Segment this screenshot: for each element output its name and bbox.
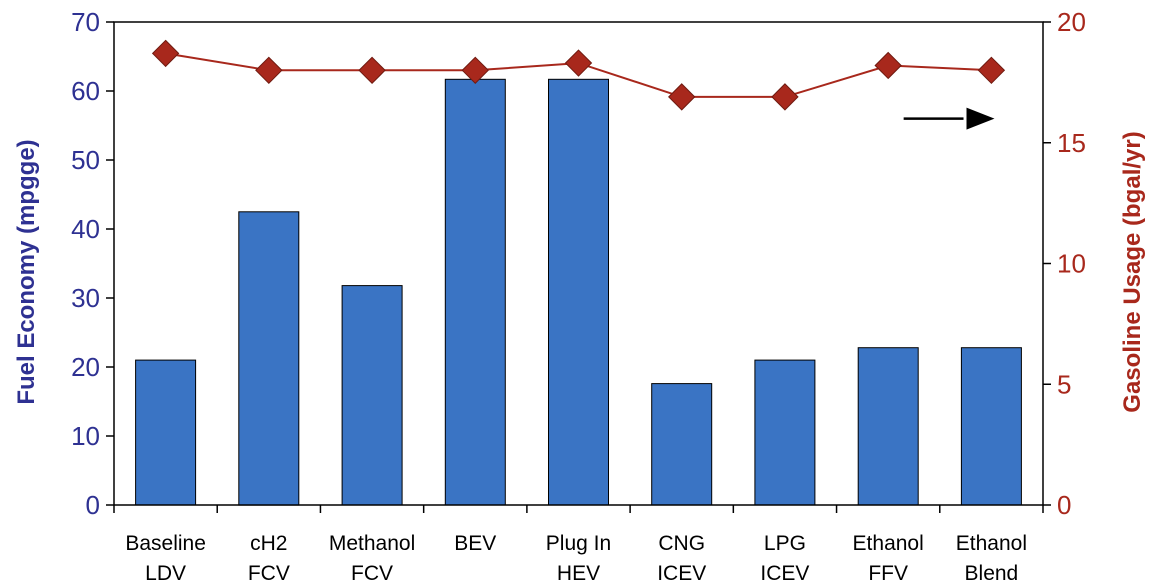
left-tick-label: 40: [71, 214, 100, 244]
left-tick-label: 70: [71, 7, 100, 37]
bar: [444, 78, 506, 506]
left-tick-label: 20: [71, 352, 100, 382]
x-axis: Baseline LDV cH2 FCV Methanol FCV BEV Plug In HE…: [113, 505, 1044, 585]
right-y-axis: 0 5 10 15 20: [1043, 7, 1086, 520]
category-label: Methanol FCV: [329, 532, 415, 585]
bar: [857, 347, 919, 506]
bar: [548, 78, 609, 506]
right-tick-label: 15: [1057, 128, 1086, 158]
line-marker: [874, 51, 902, 80]
line-marker: [977, 56, 1006, 85]
category-label: Ethanol FFV: [853, 532, 924, 585]
left-tick-label: 30: [71, 283, 100, 313]
category-label: Ethanol Blend: [956, 532, 1027, 585]
bar: [341, 285, 403, 506]
line-marker: [358, 56, 386, 85]
right-tick-label: 10: [1057, 249, 1086, 279]
left-y-axis: 0 10 20 30 40 50 60 70: [71, 7, 114, 520]
category-label: BEV: [454, 532, 496, 555]
category-label: cH2 FCV: [248, 532, 290, 585]
bar: [960, 347, 1022, 506]
right-tick-label: 5: [1057, 369, 1071, 399]
bar: [135, 359, 197, 506]
category-label: LPG ICEV: [760, 532, 809, 585]
left-tick-label: 0: [86, 490, 100, 520]
line-marker: [771, 83, 799, 111]
left-tick-label: 60: [71, 76, 100, 106]
left-tick-label: 50: [71, 145, 100, 175]
bar: [754, 359, 816, 506]
line-marker: [461, 56, 489, 85]
line-marker: [151, 39, 180, 68]
plot-area: [113, 21, 1044, 506]
line-marker: [668, 83, 696, 111]
category-label: Plug In HEV: [546, 532, 611, 585]
right-tick-label: 0: [1057, 490, 1071, 520]
right-axis-title: Gasoline Usage (bgal/yr): [1119, 131, 1146, 412]
category-label: CNG ICEV: [657, 532, 706, 585]
bar: [651, 383, 713, 506]
category-label: Baseline LDV: [125, 532, 206, 585]
left-tick-label: 10: [71, 421, 100, 451]
arrow-icon: [966, 107, 995, 130]
right-tick-label: 20: [1057, 7, 1086, 37]
left-axis-title: Fuel Economy (mpgge): [13, 139, 40, 404]
bar: [238, 211, 300, 506]
line-marker: [564, 49, 593, 77]
line-marker: [255, 56, 283, 85]
